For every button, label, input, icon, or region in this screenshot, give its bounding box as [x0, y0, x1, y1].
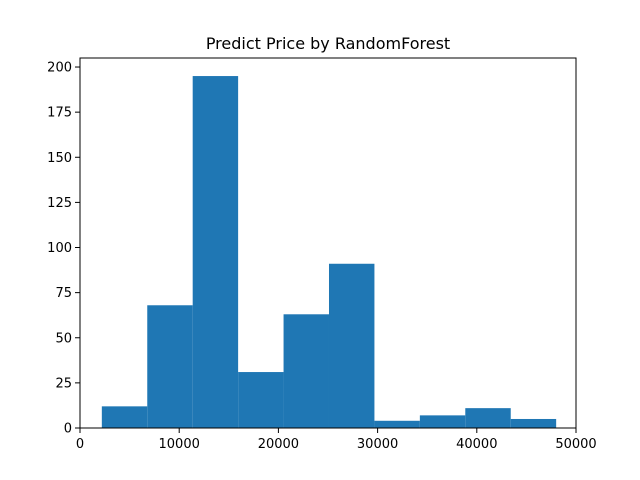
y-tick-label-6: 150	[47, 151, 72, 166]
y-tick-label-0: 0	[64, 422, 72, 437]
histogram-bar-4	[283, 314, 329, 428]
y-tick-label-2: 50	[55, 331, 72, 346]
chart-title: Predict Price by RandomForest	[206, 34, 450, 53]
x-tick-label-5: 50000	[555, 437, 596, 452]
y-tick-label-3: 75	[55, 286, 72, 301]
y-tick-label-7: 175	[47, 106, 72, 121]
histogram-bar-1	[147, 305, 193, 428]
histogram-bar-8	[465, 408, 511, 428]
x-tick-label-2: 20000	[258, 437, 299, 452]
x-axis: 0 10000 20000 30000 40000 50000	[76, 428, 597, 452]
y-tick-label-5: 125	[47, 196, 72, 211]
plot-frame	[79, 57, 577, 429]
y-axis: 0 25 50 75 100 125 150 175 200	[47, 61, 80, 437]
x-tick-label-3: 30000	[357, 437, 398, 452]
histogram-bars	[101, 76, 557, 429]
x-tick-label-1: 10000	[159, 437, 200, 452]
y-tick-label-4: 100	[47, 241, 72, 256]
histogram-bar-0	[101, 406, 148, 428]
histogram-bar-6	[374, 420, 420, 428]
y-tick-label-1: 25	[55, 376, 72, 391]
x-tick-label-4: 40000	[456, 437, 497, 452]
y-tick-label-8: 200	[47, 61, 72, 76]
histogram-bar-2	[192, 76, 239, 429]
histogram-bar-9	[510, 418, 557, 428]
histogram-bar-7	[419, 415, 466, 428]
histogram-bar-3	[238, 372, 284, 428]
histogram-bar-5	[328, 263, 375, 428]
x-tick-label-0: 0	[76, 437, 84, 452]
